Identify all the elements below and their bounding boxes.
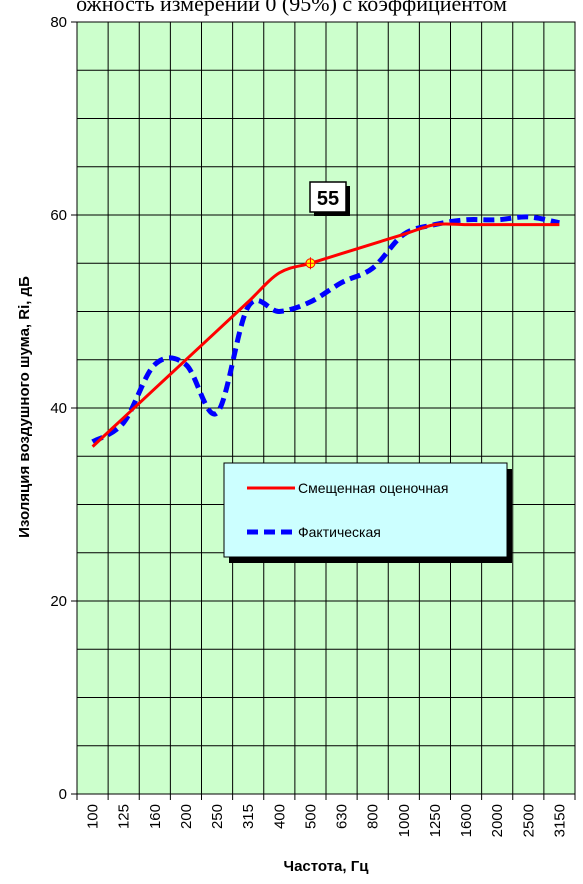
x-tick-label: 3150	[551, 804, 568, 837]
x-tick-label: 800	[365, 804, 382, 829]
x-tick-label: 250	[209, 804, 226, 829]
series-line-estimated	[91, 222, 560, 448]
x-tick-label: 500	[302, 804, 319, 829]
x-tick-label: 1250	[427, 804, 444, 837]
x-tick-label: 1600	[458, 804, 475, 837]
y-tick-label: 0	[59, 786, 67, 803]
y-ticks: 0 20 40 60 80	[50, 14, 77, 803]
annotation-label: 55	[317, 188, 339, 210]
y-tick-label: 80	[50, 14, 67, 31]
grid	[77, 22, 575, 794]
x-tick-label: 100	[85, 804, 102, 829]
y-axis-label: Изоляция воздушного шума, Ri, дБ	[16, 276, 33, 538]
x-tick-label: 630	[334, 804, 351, 829]
y-tick-label: 60	[50, 207, 67, 224]
x-ticks: 100 125 160 200 250 315 400 500 630 800 1000 1250 16…	[76, 794, 576, 837]
x-tick-label: 400	[271, 804, 288, 829]
x-axis-label: Частота, Гц	[284, 858, 370, 875]
x-tick-label: 200	[178, 804, 195, 829]
annotation: 55	[309, 181, 350, 216]
y-tick-label: 40	[50, 400, 67, 417]
x-tick-label: 160	[147, 804, 164, 829]
series-line-actual	[91, 214, 560, 445]
y-tick-label: 20	[50, 593, 67, 610]
legend: Смещенная оценочная Фактическая	[223, 462, 512, 563]
legend-label-actual: Фактическая	[298, 524, 381, 540]
x-tick-label: 1000	[396, 804, 413, 837]
legend-box	[223, 462, 508, 558]
x-tick-label: 2500	[520, 804, 537, 837]
legend-label-estimated: Смещенная оценочная	[298, 480, 448, 496]
annotation-box	[309, 181, 347, 213]
x-tick-label: 125	[116, 804, 133, 829]
series-layer	[91, 214, 560, 448]
x-tick-label: 315	[240, 804, 257, 829]
x-tick-label: 2000	[489, 804, 506, 837]
page-title: ожность измерений 0 (95%) с коэффициенто…	[76, 0, 507, 16]
